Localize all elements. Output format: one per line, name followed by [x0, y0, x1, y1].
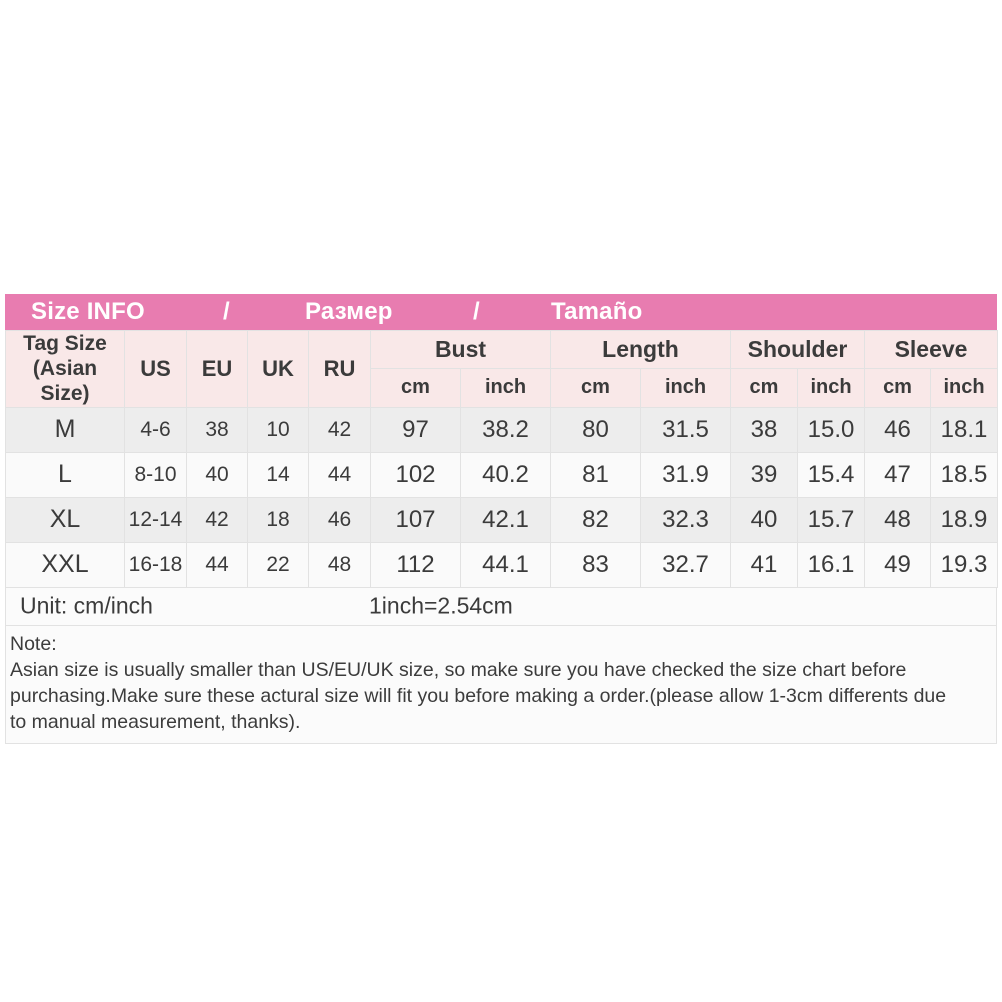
header-group-sleeve: Sleeve: [864, 329, 999, 370]
cell-shoulder-inch: 15.7: [796, 496, 866, 543]
cell-tag-size: M: [5, 406, 125, 453]
cell-length-cm: 80: [550, 406, 641, 453]
cell-sleeve-inch: 19.3: [930, 541, 999, 588]
cell-bust-cm: 112: [370, 541, 461, 588]
header-us: US: [124, 330, 187, 408]
unit-label: Unit: cm/inch: [20, 592, 153, 619]
banner-label-es: Tamaño: [551, 298, 643, 325]
cell-shoulder-cm: 39: [730, 451, 798, 498]
cell-length-cm: 82: [550, 496, 641, 543]
size-table-body: M 4-6 38 10 42 97 38.2 80 31.5 38 15.0 4…: [5, 406, 999, 588]
note-line-3: to manual measurement, thanks).: [10, 710, 301, 733]
header-eu: EU: [186, 330, 248, 408]
cell-sleeve-cm: 48: [864, 496, 932, 543]
note-title: Note:: [10, 632, 57, 655]
cell-shoulder-inch: 15.0: [796, 406, 866, 453]
header-bust-cm: cm: [370, 368, 461, 408]
cell-length-inch: 31.9: [640, 451, 731, 498]
cell-sleeve-cm: 46: [864, 406, 932, 453]
cell-shoulder-inch: 15.4: [796, 451, 866, 498]
cell-bust-inch: 40.2: [460, 451, 551, 498]
cell-us: 16-18: [124, 541, 187, 588]
cell-eu: 42: [186, 496, 248, 543]
header-bust-inch: inch: [460, 368, 551, 408]
size-table-head: Tag Size (Asian Size) US EU UK RU Bust L…: [5, 329, 999, 408]
cell-tag-size: XXL: [5, 541, 125, 588]
cell-length-inch: 32.3: [640, 496, 731, 543]
header-group-shoulder: Shoulder: [729, 329, 866, 370]
cell-bust-inch: 42.1: [460, 496, 551, 543]
header-sleeve-cm: cm: [864, 368, 932, 408]
cell-uk: 14: [247, 451, 309, 498]
cell-ru: 44: [308, 451, 371, 498]
cell-uk: 18: [247, 496, 309, 543]
cell-ru: 48: [308, 541, 371, 588]
header-tag-size: Tag Size (Asian Size): [5, 330, 125, 408]
cell-bust-cm: 102: [370, 451, 461, 498]
header-shoulder-cm: cm: [730, 368, 798, 408]
cell-us: 8-10: [124, 451, 187, 498]
cell-length-inch: 32.7: [640, 541, 731, 588]
cell-length-cm: 81: [550, 451, 641, 498]
header-tag-size-line2: (Asian Size): [32, 357, 98, 406]
size-chart: Size INFO / Размер / Tamaño Tag Size (As: [5, 294, 999, 744]
cell-length-inch: 31.5: [640, 406, 731, 453]
table-row: M 4-6 38 10 42 97 38.2 80 31.5 38 15.0 4…: [5, 406, 999, 453]
table-row: XXL 16-18 44 22 48 112 44.1 83 32.7 41 1…: [5, 541, 999, 588]
banner-label-en: Size INFO: [31, 298, 145, 325]
note-block: Note: Asian size is usually smaller than…: [5, 625, 997, 744]
cell-eu: 38: [186, 406, 248, 453]
size-table: Tag Size (Asian Size) US EU UK RU Bust L…: [5, 329, 999, 588]
size-chart-banner: Size INFO / Размер / Tamaño: [5, 294, 997, 330]
header-uk: UK: [247, 330, 309, 408]
cell-ru: 42: [308, 406, 371, 453]
cell-shoulder-cm: 38: [730, 406, 798, 453]
cell-bust-cm: 107: [370, 496, 461, 543]
header-length-inch: inch: [640, 368, 731, 408]
cell-shoulder-inch: 16.1: [796, 541, 866, 588]
header-tag-size-line1: Tag Size: [23, 332, 107, 355]
cell-length-cm: 83: [550, 541, 641, 588]
cell-uk: 10: [247, 406, 309, 453]
banner-separator-1: /: [223, 298, 230, 325]
cell-eu: 40: [186, 451, 248, 498]
cell-uk: 22: [247, 541, 309, 588]
header-shoulder-inch: inch: [796, 368, 866, 408]
cell-sleeve-cm: 49: [864, 541, 932, 588]
header-group-bust: Bust: [370, 329, 551, 370]
note-line-2: purchasing.Make sure these actural size …: [10, 684, 947, 707]
header-ru: RU: [308, 330, 371, 408]
cell-sleeve-cm: 47: [864, 451, 932, 498]
cell-sleeve-inch: 18.1: [930, 406, 999, 453]
note-line-1: Asian size is usually smaller than US/EU…: [10, 658, 907, 681]
cell-bust-inch: 44.1: [460, 541, 551, 588]
cell-sleeve-inch: 18.9: [930, 496, 999, 543]
table-row: XL 12-14 42 18 46 107 42.1 82 32.3 40 15…: [5, 496, 999, 543]
cell-bust-cm: 97: [370, 406, 461, 453]
header-sleeve-inch: inch: [930, 368, 999, 408]
unit-row: Unit: cm/inch 1inch=2.54cm: [5, 587, 997, 626]
cell-eu: 44: [186, 541, 248, 588]
table-row: L 8-10 40 14 44 102 40.2 81 31.9 39 15.4…: [5, 451, 999, 498]
cell-ru: 46: [308, 496, 371, 543]
cell-bust-inch: 38.2: [460, 406, 551, 453]
cell-shoulder-cm: 41: [730, 541, 798, 588]
cell-tag-size: XL: [5, 496, 125, 543]
conversion-note: 1inch=2.54cm: [369, 592, 513, 619]
cell-tag-size: L: [5, 451, 125, 498]
cell-sleeve-inch: 18.5: [930, 451, 999, 498]
cell-us: 4-6: [124, 406, 187, 453]
header-length-cm: cm: [550, 368, 641, 408]
cell-us: 12-14: [124, 496, 187, 543]
header-row-groups: Tag Size (Asian Size) US EU UK RU Bust L…: [5, 329, 999, 408]
header-row-units: cm inch cm inch cm inch cm inch: [6, 368, 999, 408]
header-group-length: Length: [550, 329, 731, 370]
banner-separator-2: /: [473, 298, 480, 325]
cell-shoulder-cm: 40: [730, 496, 798, 543]
banner-label-ru: Размер: [305, 298, 393, 325]
